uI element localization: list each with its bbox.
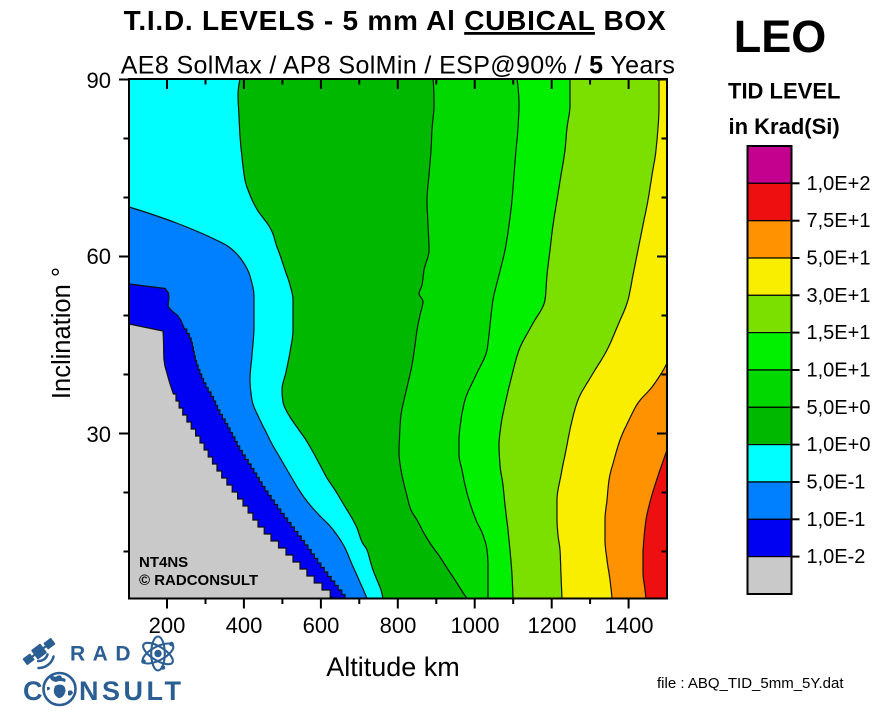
svg-text:Altitude km: Altitude km (326, 652, 460, 682)
svg-text:1,0E+0: 1,0E+0 (807, 434, 871, 456)
svg-text:600: 600 (303, 613, 340, 638)
svg-text:1400: 1400 (605, 613, 654, 638)
svg-text:C: C (23, 676, 43, 706)
svg-text:1,5E+1: 1,5E+1 (807, 322, 871, 344)
svg-text:800: 800 (380, 613, 417, 638)
svg-text:5,0E+1: 5,0E+1 (807, 248, 871, 270)
svg-text:60: 60 (87, 244, 111, 269)
svg-text:LEO: LEO (734, 11, 827, 62)
svg-text:1200: 1200 (528, 613, 577, 638)
svg-text:5,0E+0: 5,0E+0 (807, 397, 871, 419)
svg-text:1,0E-1: 1,0E-1 (807, 509, 866, 531)
svg-text:T.I.D. LEVELS - 5 mm Al CUBICA: T.I.D. LEVELS - 5 mm Al CUBICAL BOX (124, 5, 667, 36)
svg-text:NT4NS: NT4NS (139, 554, 188, 571)
svg-text:AE8 SolMax / AP8 SolMin / ESP@: AE8 SolMax / AP8 SolMin / ESP@90% / 5 Ye… (121, 52, 676, 80)
svg-text:200: 200 (149, 613, 186, 638)
svg-text:5,0E-1: 5,0E-1 (807, 472, 866, 494)
svg-text:7,5E+1: 7,5E+1 (807, 210, 871, 232)
svg-text:1,0E-2: 1,0E-2 (807, 546, 866, 568)
svg-text:© RADCONSULT: © RADCONSULT (139, 572, 258, 589)
svg-text:RAD: RAD (70, 643, 138, 666)
svg-text:TID LEVEL: TID LEVEL (728, 79, 840, 104)
svg-text:NSULT: NSULT (79, 676, 185, 706)
svg-text:Inclination °: Inclination ° (48, 267, 76, 399)
svg-text:90: 90 (87, 68, 111, 93)
svg-text:1,0E+1: 1,0E+1 (807, 360, 871, 382)
svg-text:400: 400 (226, 613, 263, 638)
svg-text:file : ABQ_TID_5mm_5Y.dat: file : ABQ_TID_5mm_5Y.dat (657, 675, 844, 692)
svg-text:3,0E+1: 3,0E+1 (807, 285, 871, 307)
svg-text:1000: 1000 (451, 613, 500, 638)
svg-text:1,0E+2: 1,0E+2 (807, 173, 871, 195)
svg-text:30: 30 (87, 422, 111, 447)
svg-text:in Krad(Si): in Krad(Si) (729, 114, 840, 139)
